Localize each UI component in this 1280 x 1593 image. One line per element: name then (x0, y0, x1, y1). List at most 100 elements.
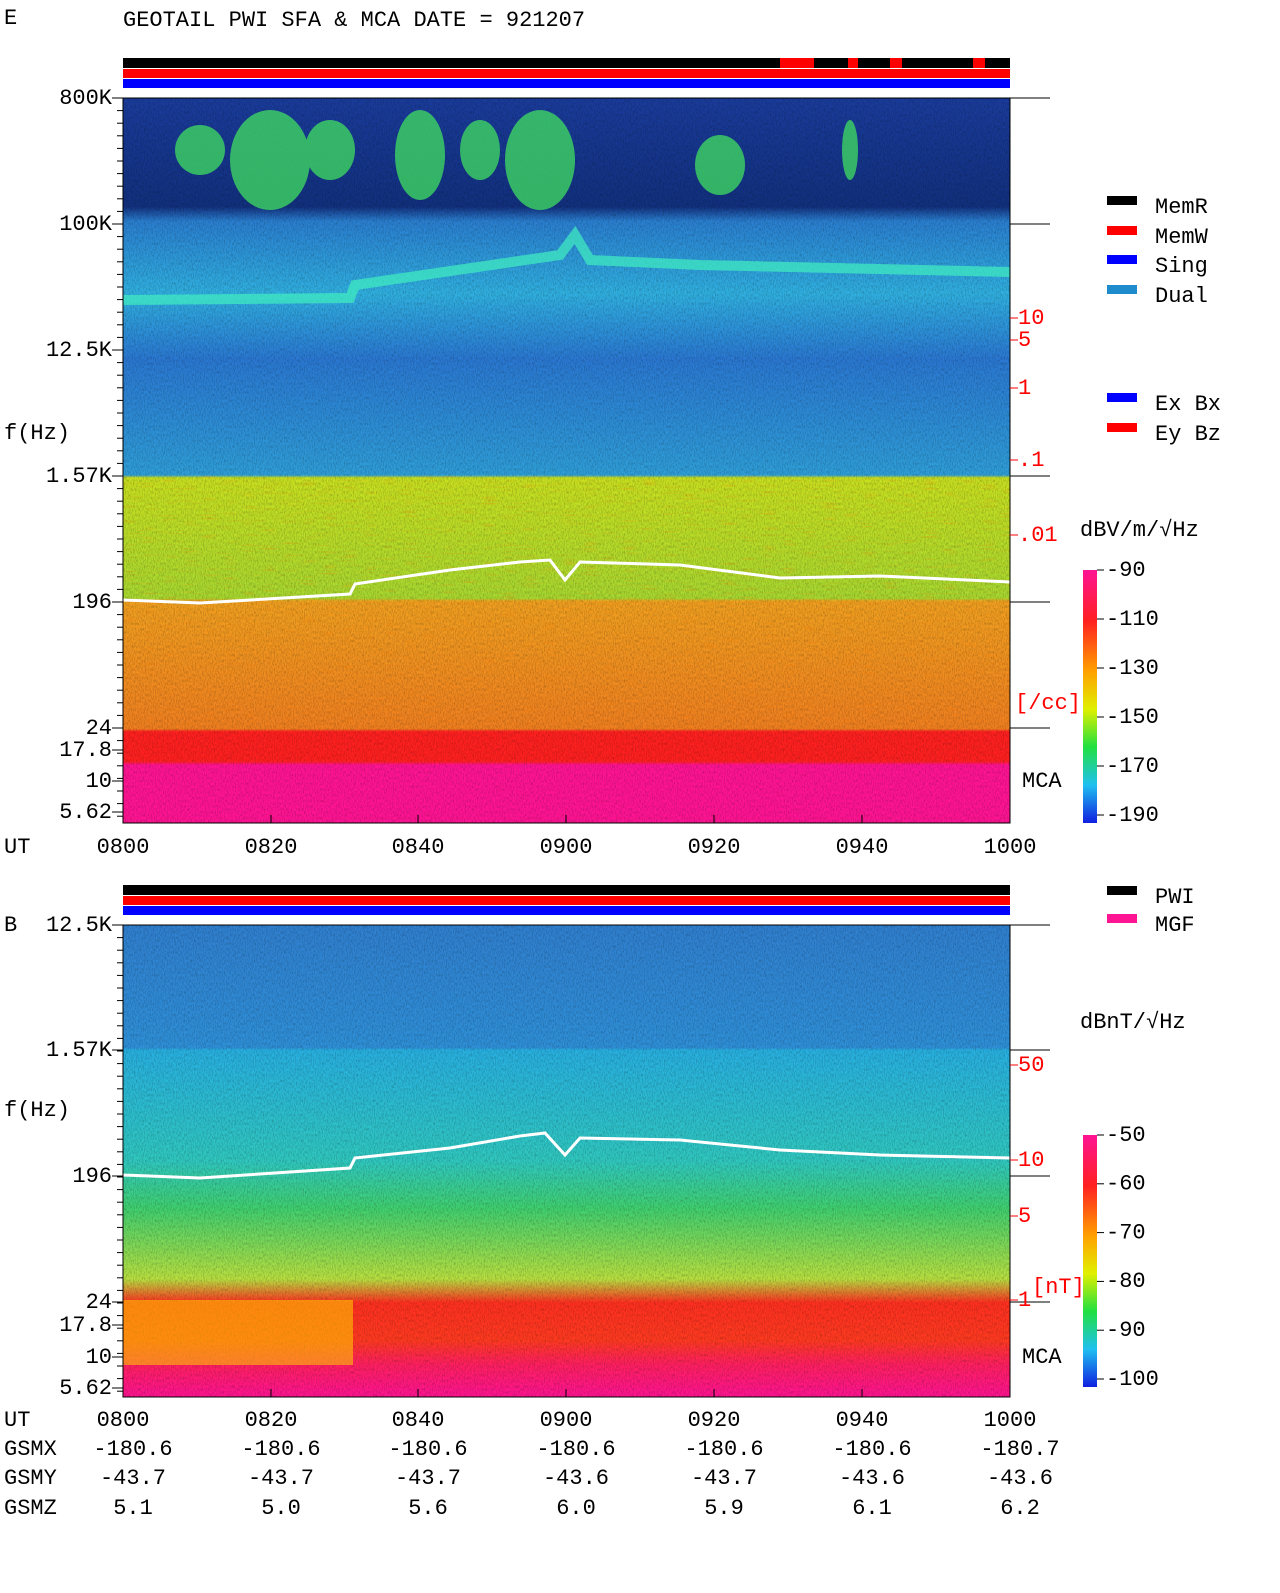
ut-tick-label: 1000 (984, 835, 1037, 860)
ut-tick-label: 0840 (392, 1408, 445, 1433)
ephemeris-value: 5.9 (704, 1496, 744, 1521)
ut-tick-label: 0920 (688, 835, 741, 860)
legend-label: MemW (1155, 225, 1209, 250)
freq-tick-label: 196 (72, 1164, 112, 1189)
ut-tick-label: 0920 (688, 1408, 741, 1433)
legend-label: MemR (1155, 195, 1208, 220)
mca-yellow (123, 1300, 353, 1365)
ephemeris-value: 6.0 (556, 1496, 596, 1521)
ephemeris-value: -180.6 (241, 1437, 320, 1462)
freq-tick-label: 1.57K (46, 464, 113, 489)
legend-label: PWI (1155, 885, 1195, 910)
legend-label: Sing (1155, 254, 1208, 279)
ephemeris-value: -180.6 (93, 1437, 172, 1462)
ut-tick-label: 0900 (540, 835, 593, 860)
legend-label: MGF (1155, 913, 1195, 938)
legend-swatch (1107, 285, 1137, 294)
colorbar-tick-label: -150 (1106, 705, 1159, 730)
ut-tick-label: 0940 (836, 835, 889, 860)
ut-tick-label: 0800 (97, 835, 150, 860)
ephemeris-label: GSMX (4, 1437, 57, 1462)
freq-tick-label: 12.5K (46, 913, 113, 938)
ephemeris-value: 5.0 (261, 1496, 301, 1521)
ephemeris-value: -180.6 (684, 1437, 763, 1462)
y-axis-label: f(Hz) (4, 421, 70, 446)
ut-tick-label: 0800 (97, 1408, 150, 1433)
freq-tick-label: 17.8 (59, 738, 112, 763)
density-tick-label: .1 (1018, 448, 1044, 473)
legend-label: Ey Bz (1155, 422, 1221, 447)
colorbar-e (1083, 570, 1097, 823)
legend-label: Dual (1155, 284, 1208, 309)
ephemeris-value: -180.6 (536, 1437, 615, 1462)
colorbar-tick-label: -90 (1106, 558, 1146, 583)
freq-tick-label: 12.5K (46, 338, 113, 363)
density-tick-label: 1 (1018, 1288, 1031, 1313)
colorbar-tick-label: -80 (1106, 1269, 1146, 1294)
freq-tick-label: 100K (59, 212, 113, 237)
freq-tick-label: 1.57K (46, 1038, 113, 1063)
colorbar-tick-label: -90 (1106, 1318, 1146, 1343)
density-tick-label: 10 (1018, 1148, 1044, 1173)
colorbar-tick-label: -60 (1106, 1172, 1146, 1197)
freq-tick-label: 5.62 (59, 1376, 112, 1401)
freq-tick-label: 10 (86, 1345, 112, 1370)
colorbar-unit: dBV/m/√Hz (1080, 518, 1199, 543)
ephemeris-label: GSMY (4, 1466, 57, 1491)
ut-label: UT (4, 835, 30, 860)
freq-tick-label: 17.8 (59, 1313, 112, 1338)
emission-bursts (175, 110, 858, 210)
ut-label: UT (4, 1408, 30, 1433)
ephemeris-value: 5.6 (408, 1496, 448, 1521)
ut-tick-label: 0820 (245, 1408, 298, 1433)
colorbar-tick-label: -70 (1106, 1220, 1146, 1245)
colorbar-tick-label: -130 (1106, 656, 1159, 681)
legend-swatch (1107, 255, 1137, 264)
freq-tick-label: 5.62 (59, 800, 112, 825)
y-axis-label: f(Hz) (4, 1098, 70, 1123)
density-unit: [/cc] (1015, 691, 1081, 716)
ephemeris-value: -43.7 (691, 1466, 757, 1491)
ephemeris-value: -43.7 (100, 1466, 166, 1491)
figure-title: GEOTAIL PWI SFA & MCA DATE = 921207 (123, 8, 585, 33)
density-tick-label: 50 (1018, 1053, 1044, 1078)
density-tick-label: 5 (1018, 328, 1031, 353)
freq-tick-label: 10 (86, 769, 112, 794)
density-tick-label: 5 (1018, 1204, 1031, 1229)
mca-label: MCA (1022, 1345, 1062, 1370)
legend-swatch (1107, 196, 1137, 205)
colorbar-tick-label: -170 (1106, 754, 1159, 779)
ephemeris-value: 6.1 (852, 1496, 892, 1521)
legend-swatch (1107, 886, 1137, 895)
mca-label: MCA (1022, 769, 1062, 794)
colorbar-b (1083, 1135, 1097, 1387)
density-tick-label: 1 (1018, 376, 1031, 401)
legend-swatch (1107, 393, 1137, 402)
ephemeris-value: 6.2 (1000, 1496, 1040, 1521)
freq-tick-label: 196 (72, 590, 112, 615)
ephemeris-value: -43.6 (543, 1466, 609, 1491)
colorbar-unit: dBnT/√Hz (1080, 1010, 1186, 1035)
ephemeris-value: -43.6 (987, 1466, 1053, 1491)
ut-tick-label: 1000 (984, 1408, 1037, 1433)
density-tick-label: 10 (1018, 306, 1044, 331)
ephemeris-label: GSMZ (4, 1496, 57, 1521)
density-unit: [nT] (1032, 1275, 1085, 1300)
panel-label: B (4, 913, 17, 938)
panel-label: E (4, 6, 17, 31)
legend-swatch (1107, 226, 1137, 235)
legend-swatch (1107, 914, 1137, 923)
freq-tick-label: 800K (59, 86, 113, 111)
legend-swatch (1107, 423, 1137, 432)
freq-tick-label: 24 (86, 716, 112, 741)
plasma-line-e (122, 558, 1011, 605)
spectrogram-e-speckle (123, 476, 1010, 728)
colorbar-tick-label: -100 (1106, 1367, 1159, 1392)
status-bars (123, 58, 1010, 915)
cutoff-band (122, 226, 1011, 305)
ephemeris-value: 5.1 (113, 1496, 153, 1521)
plasma-line-b (122, 1131, 1011, 1180)
colorbar-tick-label: -110 (1106, 607, 1159, 632)
